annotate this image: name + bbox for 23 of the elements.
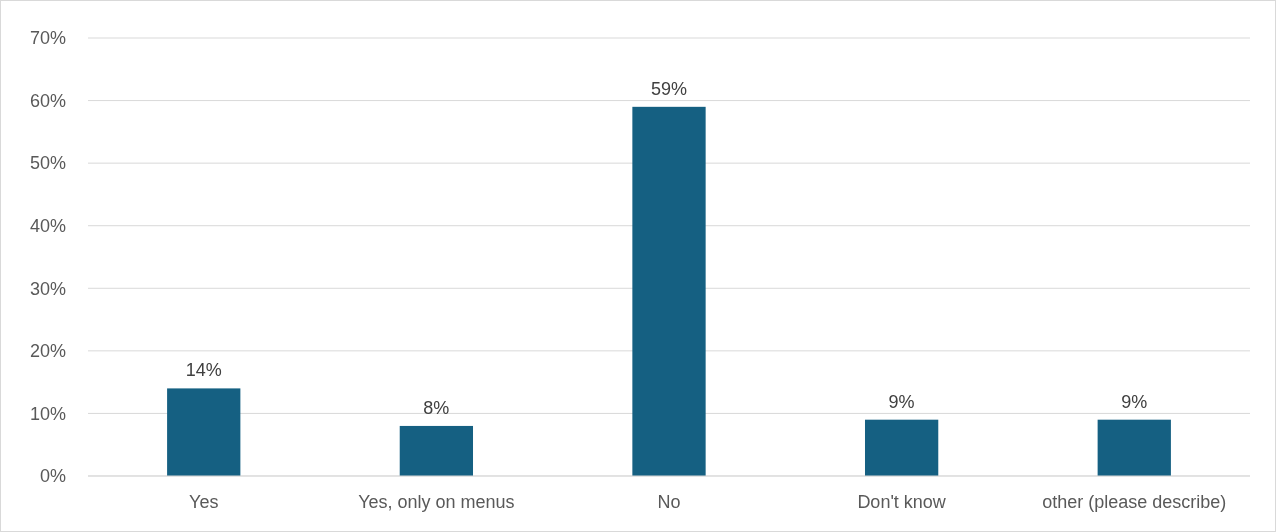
- data-label: 14%: [185, 360, 222, 381]
- bar: [864, 419, 939, 476]
- y-tick-label: 10%: [29, 403, 66, 424]
- bar: [167, 388, 241, 476]
- y-tick-label: 30%: [29, 278, 66, 299]
- data-label: 9%: [888, 391, 915, 412]
- bar: [632, 106, 706, 476]
- data-label: 9%: [1121, 391, 1148, 412]
- x-tick-label: other (please describe): [1042, 492, 1227, 512]
- data-label: 59%: [650, 78, 688, 99]
- y-tick-label: 0%: [39, 466, 66, 487]
- y-tick-label: 60%: [29, 90, 66, 111]
- bar: [399, 425, 474, 476]
- y-tick-label: 20%: [29, 341, 66, 362]
- x-tick-label: Yes: [189, 492, 219, 512]
- y-tick-label: 70%: [29, 28, 66, 49]
- bar: [1097, 419, 1171, 476]
- x-tick-label: No: [657, 492, 681, 512]
- data-label: 8%: [423, 397, 450, 418]
- y-tick-label: 40%: [29, 216, 66, 237]
- x-tick-label: Don't know: [857, 492, 947, 512]
- x-tick-label: Yes, only on menus: [358, 492, 515, 512]
- y-tick-label: 50%: [29, 153, 66, 174]
